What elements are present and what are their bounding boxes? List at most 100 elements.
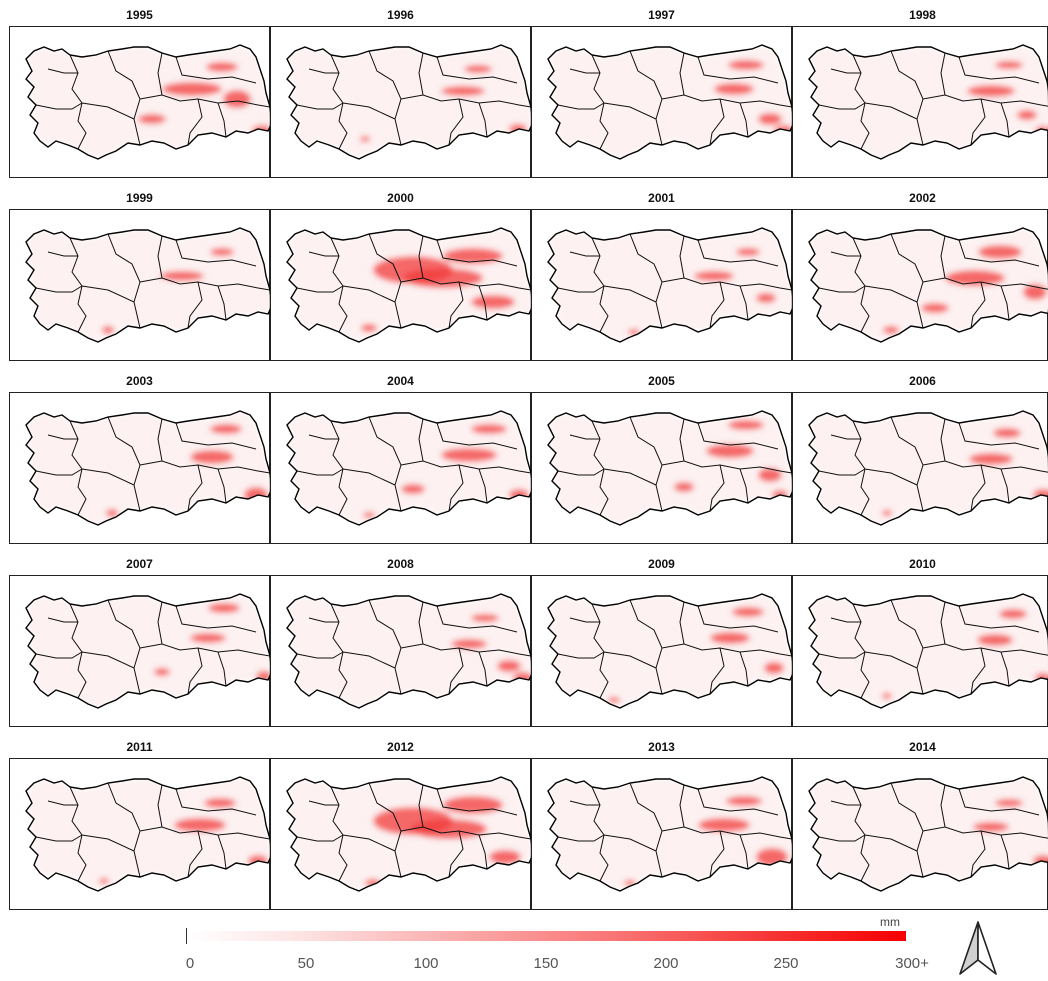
region-boundary — [958, 56, 1040, 84]
region-boundary — [557, 834, 605, 842]
panel-year-title: 2013 — [648, 740, 675, 754]
region-boundary — [47, 617, 78, 623]
color-scale-tick-label: 50 — [297, 955, 315, 972]
region-boundary — [940, 235, 946, 279]
map-panel-1998 — [792, 26, 1048, 178]
panel-year-title: 2010 — [909, 557, 936, 571]
region-boundary — [217, 834, 227, 870]
precipitation-hotspot — [206, 62, 238, 72]
region-boundary — [368, 599, 402, 695]
region-boundary — [922, 826, 1048, 839]
map-panel-2012 — [270, 758, 532, 910]
precipitation-map — [286, 410, 532, 526]
region-boundary — [557, 102, 605, 110]
region-boundary — [557, 285, 605, 293]
region-boundary — [890, 50, 924, 146]
region-boundary — [47, 434, 78, 440]
precipitation-map — [547, 410, 793, 526]
precipitation-map — [547, 44, 793, 160]
region-boundary — [436, 788, 518, 816]
region-boundary — [296, 651, 344, 659]
precipitation-map — [286, 593, 532, 709]
region-boundary — [958, 605, 1040, 633]
region-boundary — [830, 434, 861, 440]
region-boundary — [418, 601, 424, 645]
precipitation-map — [808, 44, 1048, 160]
precipitation-hotspot — [698, 818, 750, 832]
region-boundary — [830, 68, 861, 74]
country-outline — [547, 410, 793, 526]
region-boundary — [157, 784, 163, 828]
precipitation-hotspot — [208, 603, 240, 613]
precipitation-map — [286, 776, 532, 892]
region-boundary — [709, 281, 725, 329]
region-boundary — [970, 98, 986, 146]
precipitation-hotspot — [732, 607, 764, 617]
precipitation-hotspot — [489, 850, 521, 864]
region-boundary — [697, 422, 779, 450]
precipitation-map — [808, 410, 1048, 526]
region-boundary — [890, 782, 924, 878]
map-panel-1996 — [270, 26, 532, 178]
precipitation-hotspot — [68, 516, 76, 522]
precipitation-hotspot — [154, 668, 170, 676]
region-boundary — [629, 233, 663, 329]
region-boundary — [35, 468, 83, 476]
panel-year-title: 2002 — [909, 191, 936, 205]
region-boundary — [35, 285, 83, 293]
map-panel-2013 — [531, 758, 793, 910]
region-boundary — [1000, 834, 1010, 870]
region-boundary — [81, 651, 135, 669]
region-boundary — [187, 98, 203, 146]
country-outline — [286, 227, 532, 343]
precipitation-hotspot — [464, 65, 492, 73]
region-boundary — [175, 422, 257, 450]
region-boundary — [830, 617, 861, 623]
region-boundary — [418, 52, 424, 96]
region-boundary — [958, 788, 1040, 816]
precipitation-map — [25, 44, 271, 160]
map-panel-2001 — [531, 209, 793, 361]
region-boundary — [187, 647, 203, 695]
region-boundary — [436, 239, 518, 267]
region-boundary — [661, 643, 793, 657]
color-scale-tick-label: 200 — [653, 955, 679, 972]
country-outline — [286, 593, 532, 709]
region-boundary — [890, 233, 924, 329]
region-boundary — [81, 285, 135, 303]
region-boundary — [478, 834, 488, 870]
precipitation-hotspot — [714, 83, 754, 95]
region-boundary — [81, 468, 135, 486]
region-boundary — [940, 784, 946, 828]
region-boundary — [217, 468, 227, 504]
region-boundary — [448, 281, 464, 329]
region-boundary — [418, 235, 424, 279]
country-outline — [547, 776, 793, 892]
region-boundary — [603, 651, 657, 669]
region-boundary — [1000, 102, 1010, 138]
map-panel-2004 — [270, 392, 532, 544]
map-panel-2014 — [792, 758, 1048, 910]
precipitation-hotspot — [758, 468, 782, 482]
precipitation-hotspot — [138, 114, 166, 124]
region-boundary — [709, 647, 725, 695]
region-boundary — [139, 277, 271, 291]
precipitation-hotspot — [945, 270, 1005, 286]
region-boundary — [478, 651, 488, 687]
region-boundary — [296, 834, 344, 842]
region-boundary — [368, 50, 402, 146]
panel-year-title: 1999 — [126, 191, 153, 205]
region-boundary — [35, 102, 83, 110]
precipitation-hotspot — [628, 329, 640, 335]
panel-year-title: 2003 — [126, 374, 153, 388]
precipitation-map — [25, 410, 271, 526]
region-boundary — [175, 56, 257, 84]
precipitation-hotspot — [68, 333, 76, 339]
region-boundary — [342, 468, 396, 486]
region-boundary — [569, 434, 600, 440]
region-boundary — [864, 834, 918, 852]
region-boundary — [448, 830, 464, 878]
region-boundary — [436, 56, 518, 84]
region-boundary — [864, 102, 918, 120]
precipitation-hotspot — [102, 326, 114, 334]
